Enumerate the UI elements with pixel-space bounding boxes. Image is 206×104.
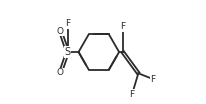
Text: F: F bbox=[150, 75, 155, 84]
Text: O: O bbox=[57, 27, 63, 36]
Text: O: O bbox=[57, 68, 63, 77]
Text: F: F bbox=[65, 19, 70, 28]
Text: F: F bbox=[129, 90, 134, 99]
Text: F: F bbox=[120, 22, 125, 31]
Text: S: S bbox=[64, 47, 70, 57]
